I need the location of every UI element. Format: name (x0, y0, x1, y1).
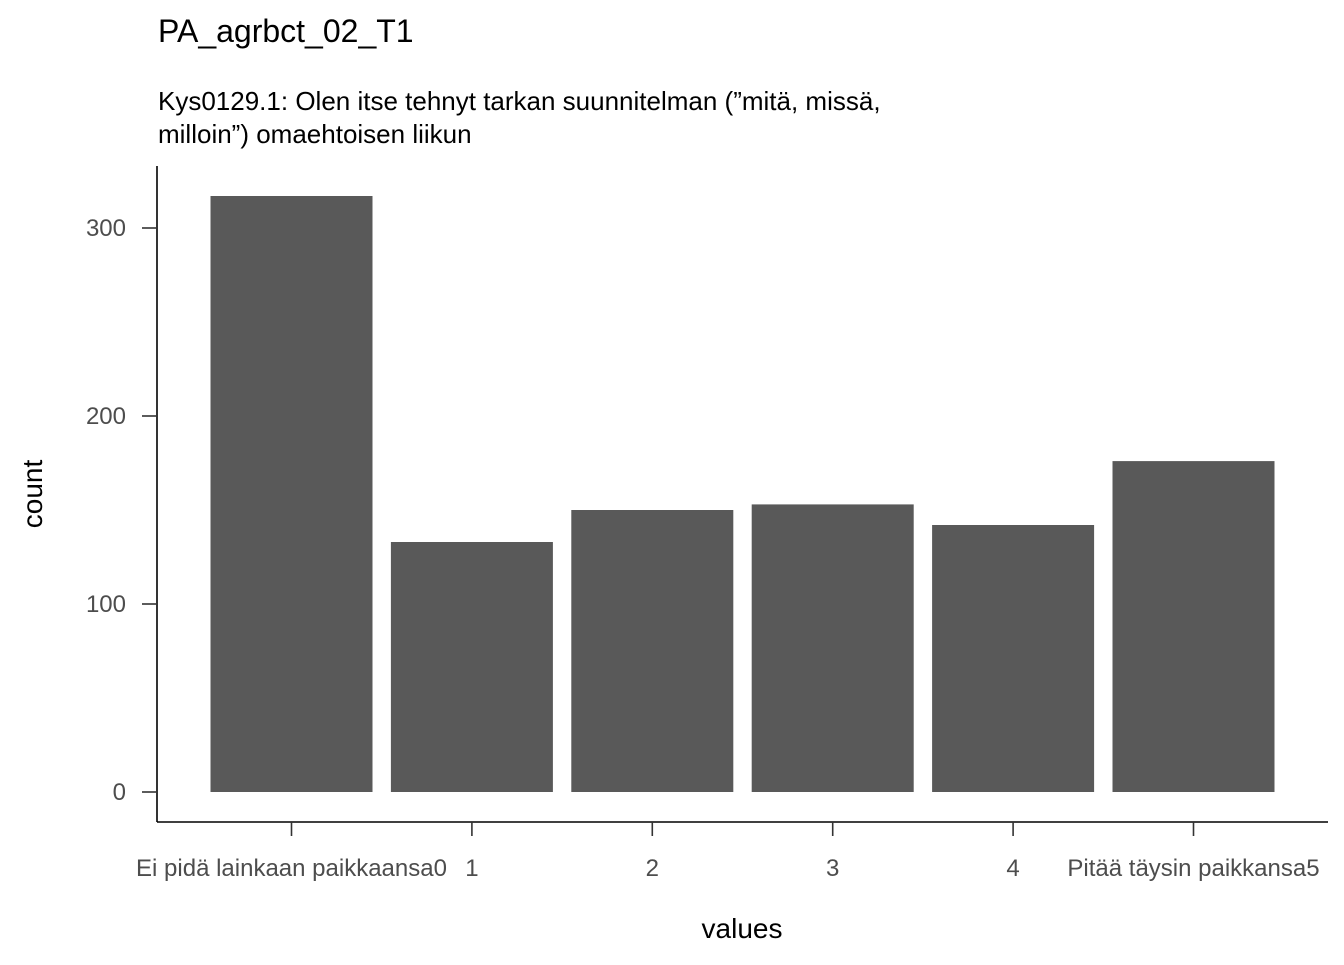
x-tick-label-4: 4 (1006, 855, 1019, 882)
y-tick-label-3: 300 (86, 215, 126, 242)
chart-subtitle-line-1: Kys0129.1: Olen itse tehnyt tarkan suunn… (158, 86, 881, 116)
bars-layer (210, 196, 1275, 792)
x-tick-label-5: Pitää täysin paikkansa5 (1067, 855, 1319, 882)
bar-3 (751, 504, 914, 792)
x-tick-label-3: 3 (826, 855, 839, 882)
bar-4 (932, 525, 1095, 792)
y-axis-title: count (17, 460, 48, 529)
bar-1 (390, 542, 553, 792)
y-ticks-layer: 0 100 200 300 (86, 215, 157, 806)
y-tick-label-1: 100 (86, 591, 126, 618)
x-tick-label-2: 2 (646, 855, 659, 882)
x-tick-label-0: Ei pidä lainkaan paikkaansa0 (136, 855, 447, 882)
chart-subtitle-line-2: milloin”) omaehtoisen liikun (158, 119, 472, 149)
bar-0 (210, 196, 373, 792)
chart-title: PA_agrbct_02_T1 (158, 13, 414, 49)
bar-2 (571, 510, 734, 792)
y-tick-label-0: 0 (113, 779, 126, 806)
x-tick-label-1: 1 (465, 855, 478, 882)
y-tick-label-2: 200 (86, 403, 126, 430)
x-axis-title: values (702, 913, 783, 944)
bar-5 (1112, 461, 1275, 792)
x-ticks-layer: Ei pidä lainkaan paikkaansa0 1 2 3 4 Pitää tä… (136, 822, 1320, 882)
